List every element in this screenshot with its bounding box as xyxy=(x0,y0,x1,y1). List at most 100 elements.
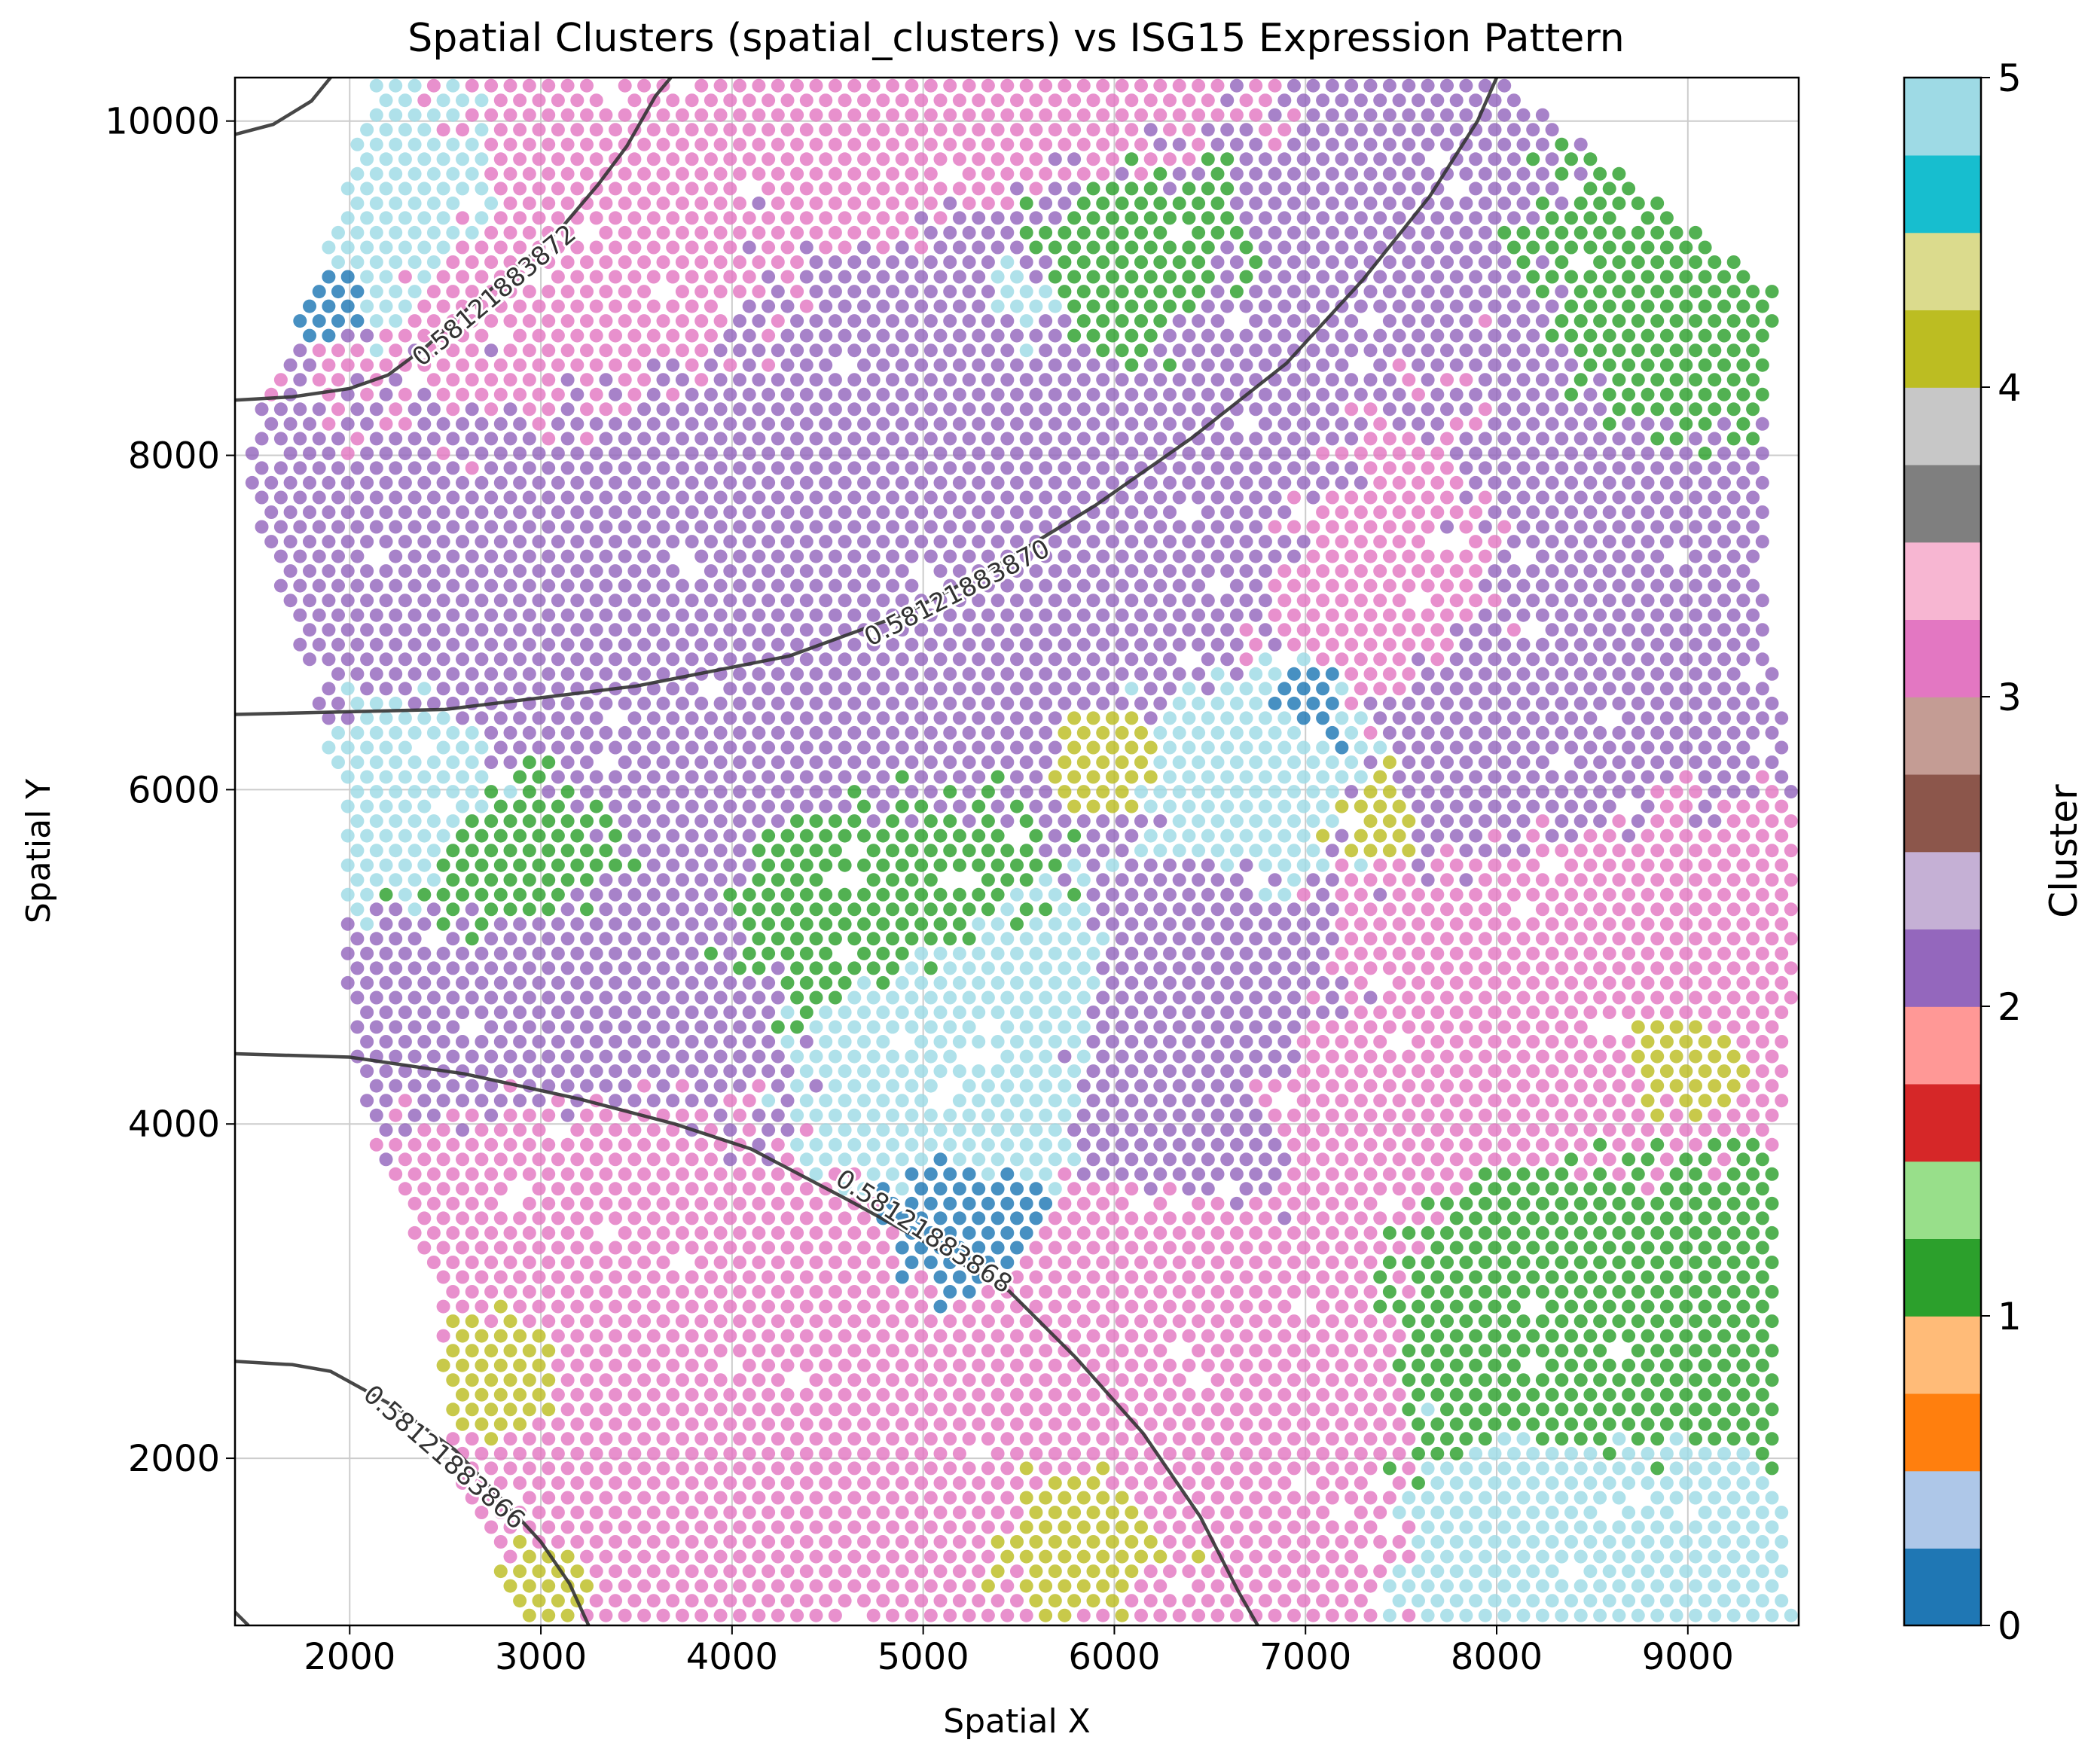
cluster-point xyxy=(560,1608,575,1622)
cluster-point xyxy=(542,667,556,681)
cluster-point xyxy=(1650,725,1665,740)
cluster-point xyxy=(1363,1344,1378,1358)
cluster-point xyxy=(685,1387,699,1402)
cluster-point xyxy=(1641,946,1655,960)
cluster-point xyxy=(990,1035,1005,1048)
cluster-point xyxy=(1593,637,1607,652)
cluster-point xyxy=(656,1491,670,1505)
cluster-point xyxy=(1058,785,1072,799)
cluster-point xyxy=(1679,770,1693,784)
cluster-point xyxy=(484,1461,499,1476)
cluster-point xyxy=(1459,932,1473,946)
cluster-point xyxy=(1019,637,1033,652)
cluster-point xyxy=(876,1387,890,1402)
cluster-point xyxy=(1182,740,1196,755)
cluster-point xyxy=(809,608,823,622)
cluster-point xyxy=(1717,1535,1731,1549)
cluster-point xyxy=(1583,1446,1598,1460)
cluster-point xyxy=(551,1006,565,1019)
cluster-point xyxy=(857,682,871,696)
cluster-point xyxy=(1412,770,1425,784)
cluster-point xyxy=(723,1446,737,1460)
cluster-point xyxy=(1239,917,1253,931)
cluster-point xyxy=(1708,637,1722,652)
cluster-point xyxy=(1440,1461,1454,1476)
cluster-point xyxy=(685,1094,699,1108)
cluster-point xyxy=(1115,608,1129,622)
cluster-point xyxy=(1363,873,1378,887)
cluster-point xyxy=(1115,1461,1129,1476)
cluster-point xyxy=(1669,608,1683,622)
cluster-point xyxy=(981,1167,995,1181)
cluster-point xyxy=(1564,682,1578,696)
cluster-point xyxy=(1784,844,1798,858)
cluster-point xyxy=(914,1094,929,1108)
cluster-point xyxy=(1775,1535,1789,1549)
cluster-point xyxy=(1755,1241,1769,1255)
cluster-point xyxy=(1726,696,1741,710)
cluster-point xyxy=(1469,858,1483,872)
cluster-point xyxy=(1516,1579,1531,1593)
cluster-point xyxy=(436,917,450,931)
cluster-point xyxy=(914,1535,929,1549)
cluster-point xyxy=(340,770,355,784)
cluster-point xyxy=(1449,1387,1464,1402)
cluster-point xyxy=(1029,1564,1043,1579)
cluster-point xyxy=(1506,1270,1521,1284)
cluster-point xyxy=(426,1049,441,1064)
cluster-point xyxy=(389,1167,403,1181)
cluster-point xyxy=(1373,917,1387,931)
cluster-point xyxy=(1096,1461,1110,1476)
cluster-point xyxy=(589,1446,603,1460)
cluster-point xyxy=(446,1108,460,1122)
cluster-point xyxy=(1382,1579,1396,1593)
cluster-point xyxy=(847,1285,862,1299)
cluster-point xyxy=(1249,1167,1263,1181)
cluster-point xyxy=(1105,1006,1119,1019)
cluster-point xyxy=(1497,696,1512,710)
cluster-point xyxy=(609,829,622,843)
cluster-point xyxy=(417,1094,432,1108)
cluster-point xyxy=(1067,1476,1082,1490)
cluster-point xyxy=(1583,1211,1598,1225)
cluster-point xyxy=(1765,1549,1779,1564)
cluster-point xyxy=(1641,1211,1655,1225)
cluster-point xyxy=(484,667,499,681)
cluster-point xyxy=(1564,858,1578,872)
cluster-point xyxy=(1717,1094,1731,1108)
cluster-point xyxy=(1382,608,1396,622)
cluster-point xyxy=(1478,873,1492,887)
cluster-point xyxy=(923,814,938,829)
cluster-point xyxy=(1440,990,1454,1005)
cluster-point xyxy=(493,594,508,608)
cluster-point xyxy=(752,873,766,887)
cluster-point xyxy=(1440,1608,1454,1622)
cluster-point xyxy=(1277,1506,1292,1519)
cluster-point xyxy=(1535,1225,1549,1240)
cluster-point xyxy=(1469,1564,1483,1579)
cluster-point xyxy=(1593,990,1607,1005)
cluster-point xyxy=(551,1270,565,1284)
cluster-point xyxy=(656,1344,670,1358)
cluster-point xyxy=(981,844,995,858)
cluster-point xyxy=(1430,740,1445,755)
cluster-point xyxy=(1039,785,1053,799)
cluster-point xyxy=(1067,1387,1082,1402)
cluster-point xyxy=(1220,740,1235,755)
cluster-point xyxy=(1622,1506,1636,1519)
cluster-point xyxy=(1048,1035,1062,1048)
cluster-point xyxy=(1153,990,1168,1005)
cluster-point xyxy=(1679,1564,1693,1579)
cluster-point xyxy=(369,902,383,917)
cluster-point xyxy=(847,696,862,710)
cluster-point xyxy=(1354,1270,1368,1284)
cluster-point xyxy=(962,1079,976,1093)
cluster-point xyxy=(484,1491,499,1505)
cluster-point xyxy=(599,608,613,622)
cluster-point xyxy=(1268,755,1282,769)
cluster-point xyxy=(1392,975,1406,990)
cluster-point xyxy=(819,1329,833,1343)
cluster-point xyxy=(762,1241,776,1255)
cluster-point xyxy=(1506,1387,1521,1402)
cluster-point xyxy=(1354,1329,1368,1343)
